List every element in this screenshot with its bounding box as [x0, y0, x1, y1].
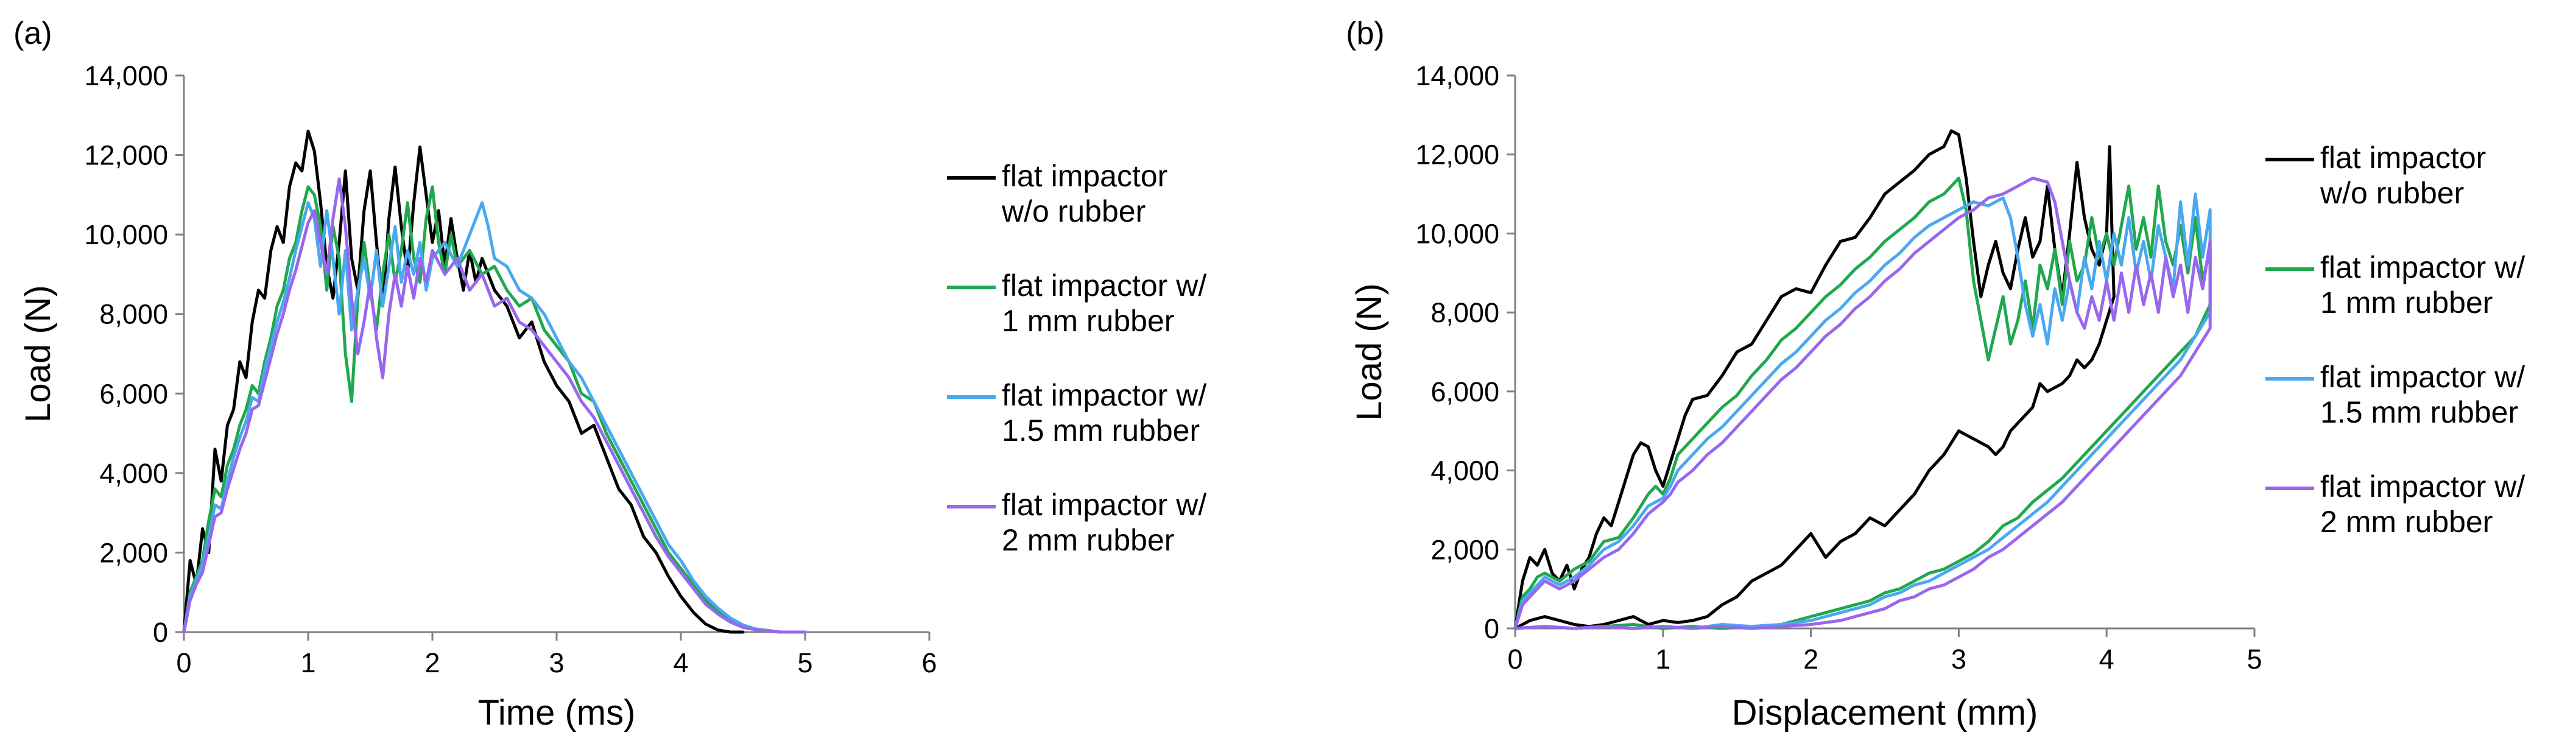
y-tick-label: 4,000	[1431, 455, 1499, 487]
x-tick-label: 4	[673, 647, 688, 678]
series-line-1	[182, 129, 745, 634]
legend-label: 1.5 mm rubber	[2320, 395, 2518, 429]
x-tick-label: 6	[921, 647, 937, 678]
legend-label: flat impactor	[1002, 159, 1167, 193]
series-line-4	[182, 177, 807, 634]
y-tick-label: 4,000	[99, 458, 168, 489]
legend-label: 1 mm rubber	[1002, 304, 1174, 338]
y-tick-label: 8,000	[99, 299, 168, 330]
legend-label: flat impactor w/	[1002, 378, 1206, 412]
legend-label: w/o rubber	[2320, 176, 2464, 210]
series-line-3	[182, 201, 807, 634]
legend-label: flat impactor w/	[2320, 360, 2525, 394]
panel-b: (b) 0 2,000 4,000 6,000 8,000 10,000 12,000 14,0…	[1346, 16, 2525, 733]
y-tick-label: 12,000	[84, 140, 168, 171]
y-axis-title: Load (N)	[18, 285, 58, 423]
y-tick-label: 6,000	[99, 378, 168, 409]
legend-label: flat impactor w/	[1002, 488, 1206, 522]
legend-label: flat impactor w/	[1002, 269, 1206, 303]
legend-label: 1 mm rubber	[2320, 286, 2493, 320]
x-tick-label: 0	[1507, 644, 1522, 675]
x-tick-label: 2	[424, 647, 440, 678]
x-tick-label: 5	[2247, 644, 2262, 675]
legend-label: w/o rubber	[1001, 194, 1145, 228]
y-tick-label: 0	[1484, 613, 1499, 644]
panel-label: (a)	[13, 16, 52, 51]
legend-label: flat impactor w/	[2320, 250, 2525, 284]
x-tick-label: 0	[176, 647, 191, 678]
x-axis-title: Time (ms)	[478, 693, 636, 733]
series-line-3	[1513, 192, 2212, 630]
y-tick-label: 10,000	[84, 219, 168, 250]
y-tick-label: 14,000	[84, 60, 168, 91]
y-tick-label: 0	[153, 617, 168, 648]
x-axis-title: Displacement (mm)	[1732, 693, 2038, 733]
y-tick-label: 2,000	[1431, 534, 1499, 565]
y-tick-label: 2,000	[99, 537, 168, 568]
y-axis-title: Load (N)	[1350, 283, 1389, 421]
legend-label: 2 mm rubber	[1002, 523, 1174, 557]
x-tick-label: 2	[1803, 644, 1818, 675]
x-tick-label: 3	[1951, 644, 1966, 675]
x-tick-label: 1	[1655, 644, 1670, 675]
x-tick-label: 1	[300, 647, 315, 678]
series-line-2	[182, 185, 795, 634]
panel-label: (b)	[1346, 16, 1385, 51]
x-tick-label: 4	[2099, 644, 2114, 675]
legend-label: 1.5 mm rubber	[1002, 413, 1200, 448]
legend-label: 2 mm rubber	[2320, 505, 2493, 539]
y-tick-label: 6,000	[1431, 376, 1499, 407]
panel-a: (a) 0 2,000 4,000 6,000 8,000 10,000 12,000 14,0…	[13, 16, 1206, 733]
y-tick-label: 10,000	[1415, 218, 1499, 249]
series-line-4	[1513, 177, 2212, 630]
series-line-1	[1513, 129, 2116, 630]
y-tick-label: 8,000	[1431, 297, 1499, 328]
legend-label: flat impactor w/	[2320, 469, 2525, 504]
y-tick-label: 12,000	[1415, 139, 1499, 171]
x-tick-label: 5	[797, 647, 812, 678]
x-tick-label: 3	[549, 647, 564, 678]
series-line-2	[1513, 177, 2212, 630]
legend-label: flat impactor	[2320, 141, 2486, 175]
y-tick-label: 14,000	[1415, 60, 1499, 91]
